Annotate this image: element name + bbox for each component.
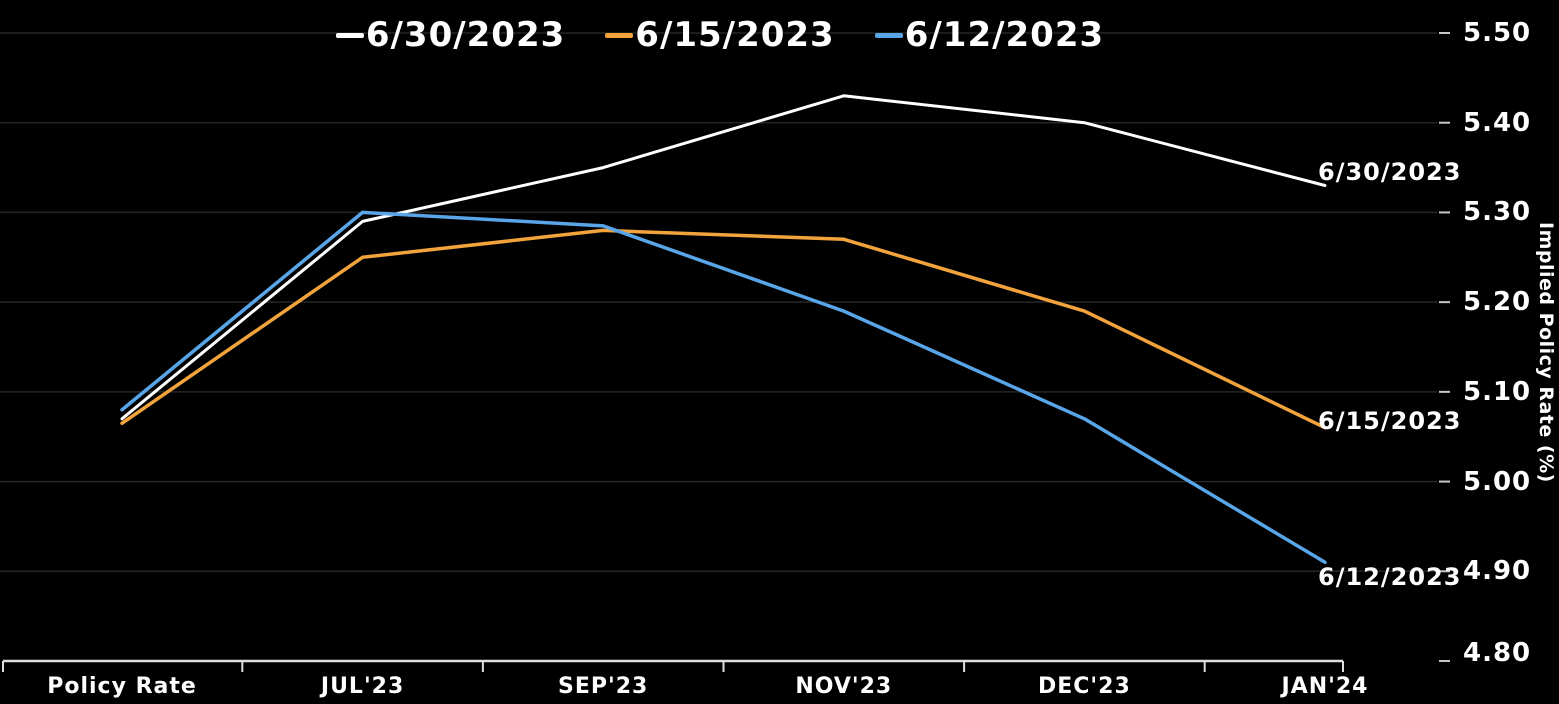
y-tick-label: 5.10 [1463,376,1532,407]
legend: 6/30/2023 6/15/2023 6/12/2023 [0,10,1440,60]
series-end-label: 6/15/2023 [1318,406,1462,435]
line-swatch-icon [605,32,634,38]
x-label: DEC'23 [1037,674,1131,699]
series-line-6/30/2023 [120,94,1327,421]
y-axis-title: Implied Policy Rate (%) [1535,221,1557,483]
x-label: SEP'23 [558,674,649,699]
y-tick-label: 4.90 [1463,556,1532,587]
legend-item-6-15-2023: 6/15/2023 [605,15,834,55]
y-tick-label: 5.00 [1463,466,1532,497]
line-swatch-icon [874,32,903,38]
legend-label: 6/30/2023 [365,15,566,55]
y-tick-label: 4.80 [1463,638,1532,668]
legend-label: 6/15/2023 [635,15,835,55]
line-swatch-icon [335,32,364,38]
legend-label: 6/12/2023 [904,15,1105,55]
y-tick-label: 5.20 [1463,287,1532,318]
legend-item-6-12-2023: 6/12/2023 [874,15,1105,55]
x-label: NOV'23 [795,674,893,699]
series-line-6/12/2023 [120,210,1327,565]
y-tick-label: 5.30 [1463,197,1532,228]
series-end-label: 6/30/2023 [1318,157,1462,186]
y-tick-label: 5.40 [1463,107,1532,138]
y-tick-label: 5.50 [1463,18,1532,48]
x-label: Policy Rate [47,674,197,699]
x-label: JAN'24 [1281,674,1369,699]
x-label: JUL'23 [320,674,405,699]
series-line-6/15/2023 [120,228,1327,430]
series-end-label: 6/12/2023 [1318,563,1462,592]
legend-item-6-30-2023: 6/30/2023 [335,15,566,55]
